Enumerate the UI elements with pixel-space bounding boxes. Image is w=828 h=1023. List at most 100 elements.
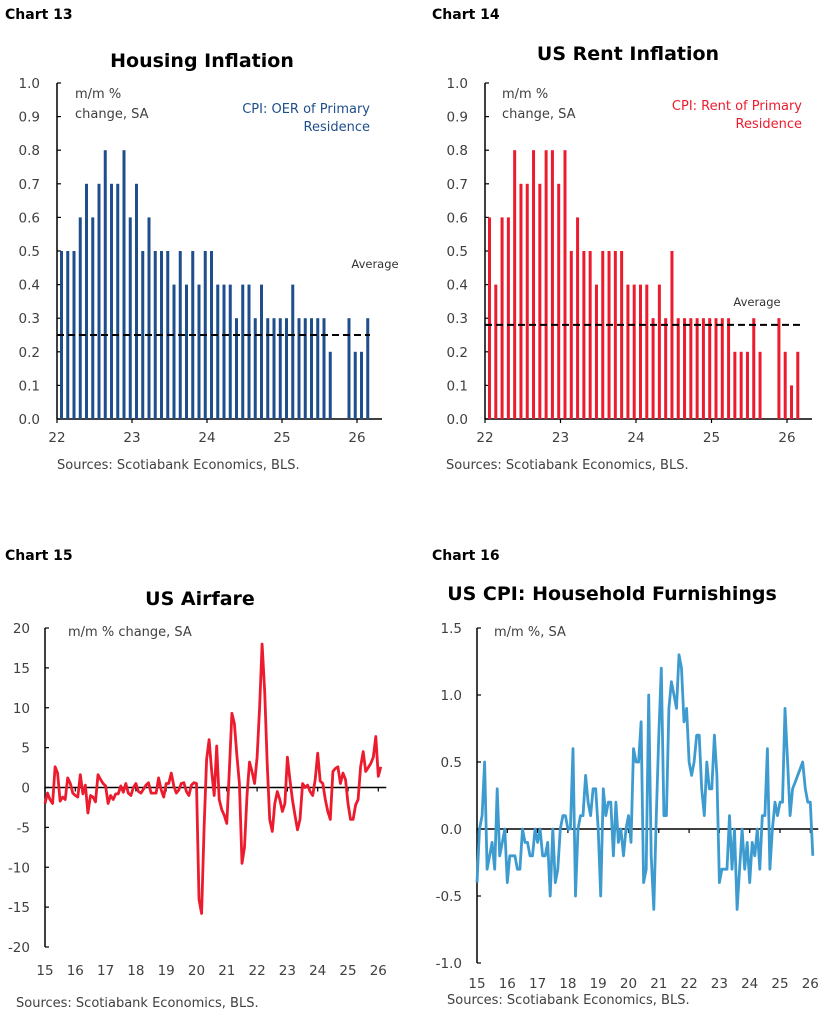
chart-number-label: Chart 16 [432,548,500,564]
source-note: Sources: Scotiabank Economics, BLS. [446,458,689,473]
y-tick-label: -20 [8,940,30,956]
bar [506,217,510,419]
x-tick-label: 19 [158,963,175,979]
x-tick-label: 22 [681,976,698,992]
chart-number-label: Chart 15 [5,548,73,564]
chart-13: Chart 13 Housing Inflation 0.0 0.1 0.2 0.3 0.4… [5,7,399,473]
y-tick-label: 0.1 [447,378,468,394]
bar [291,284,295,419]
x-tick-label: 21 [650,976,667,992]
y-tick-label: 0.9 [447,110,468,126]
bar [197,284,201,419]
y-axis-unit-label: m/m %, SA [494,625,566,640]
x-tick-label: 21 [218,963,235,979]
x-tick-label: 16 [499,976,516,992]
bar [676,318,680,419]
bar [66,251,70,419]
bar [752,318,756,419]
bar [513,150,517,419]
bar [266,318,270,419]
y-tick-label: 1.0 [441,688,462,704]
y-tick-label: 0.6 [19,210,40,226]
average-label: Average [733,295,780,309]
bar [353,351,357,419]
bar [78,217,82,419]
y-axis-unit-label: change, SA [502,107,576,122]
chart-14: Chart 14 US Rent Inflation 0.0 0.1 0.2 0.3 0.4… [432,7,812,473]
bar [651,318,655,419]
bar [135,183,138,419]
x-tick-label: 15 [468,976,485,992]
bar [525,183,529,419]
y-tick-label: 0.6 [447,210,468,226]
bar [708,318,712,419]
series-legend-label: Residence [304,120,370,135]
y-tick-label: 0.7 [447,177,468,193]
y-axis-unit-label: change, SA [75,107,149,122]
bar [745,351,749,419]
x-tick-label: 25 [771,976,788,992]
bar [185,284,188,419]
bar [689,318,693,419]
bar [347,318,351,419]
series-line [475,653,815,911]
x-tick-label: 22 [476,430,493,446]
source-note: Sources: Scotiabank Economics, BLS. [16,996,259,1011]
chart-number-label: Chart 13 [5,7,73,23]
y-tick-label: 10 [13,701,30,717]
y-tick-label: 0.0 [447,412,468,428]
bar [683,318,687,419]
chart-title: US Rent Inflation [537,43,719,65]
bar [122,150,126,419]
x-tick-label: 26 [348,430,365,446]
y-tick-label: -1.0 [436,956,462,972]
chart-title: US Airfare [145,588,255,610]
bar [670,251,674,419]
bar [607,251,611,419]
bar [557,183,561,419]
bar [91,217,95,419]
x-tick-label: 18 [127,963,144,979]
y-axis-unit-label: m/m % [502,87,548,102]
y-tick-label: 15 [13,661,30,677]
y-tick-label: 0.0 [19,412,40,428]
bar [216,284,220,419]
bar [116,183,120,419]
bar [532,150,536,419]
bar [790,385,793,419]
bar [569,251,573,419]
x-tick-label: 23 [552,430,569,446]
bar [500,217,504,419]
x-tick-label: 24 [309,963,326,979]
average-label: Average [351,257,398,271]
y-axis-unit-label: m/m % change, SA [68,625,192,640]
y-tick-label: 0.3 [447,311,468,327]
bar [241,284,245,419]
bar [153,251,157,419]
bar [613,251,617,419]
chart-number-label: Chart 14 [432,7,500,23]
y-tick-label: 0.9 [19,110,40,126]
x-tick-label: 22 [48,430,65,446]
y-tick-label: 0.7 [19,177,40,193]
bar [141,251,145,419]
y-tick-label: 0.5 [447,244,468,260]
y-tick-label: 0.8 [19,143,40,159]
bar [714,318,718,419]
y-tick-label: 0.8 [447,143,468,159]
bar [594,284,598,419]
bar [588,251,592,419]
bar [260,284,263,419]
source-note: Sources: Scotiabank Economics, BLS. [57,458,300,473]
bar [739,351,743,419]
chart-title: US CPI: Household Furnishings [447,583,777,605]
x-tick-label: 18 [559,976,576,992]
y-tick-label: 1.0 [19,76,40,92]
bar [328,351,332,419]
chart-16: Chart 16 US CPI: Household Furnishings -1.… [432,548,819,1008]
bar [488,217,491,419]
bar [316,318,320,419]
bar [777,318,781,419]
y-tick-label: 20 [13,621,30,637]
